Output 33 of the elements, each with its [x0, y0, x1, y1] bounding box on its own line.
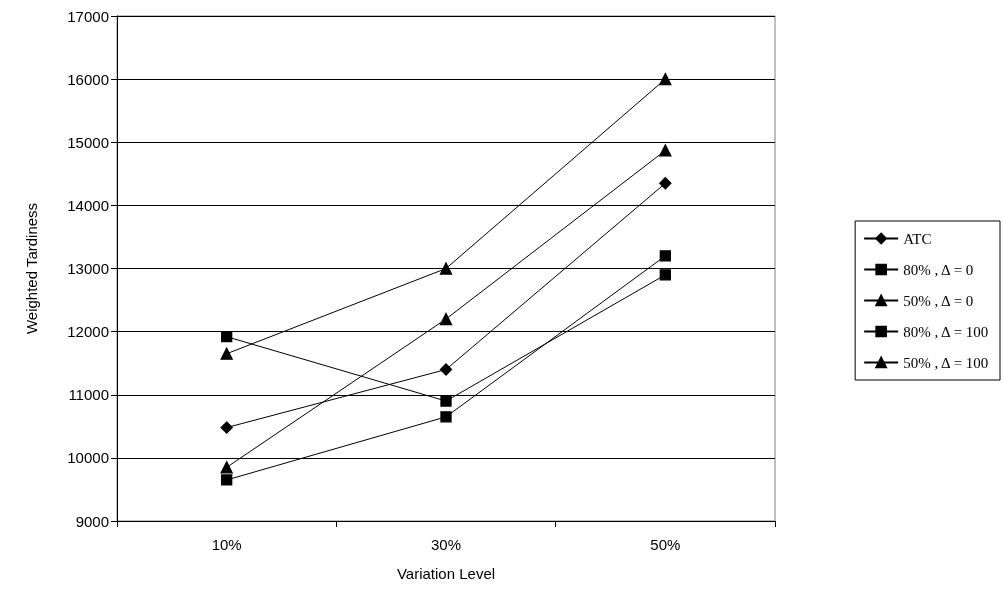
x-tick-label: 50%: [650, 536, 681, 553]
point: [439, 262, 453, 275]
x-axis-title: Variation Level: [396, 565, 496, 582]
y-tick-label: 9000: [75, 512, 109, 530]
y-tick-label: 13000: [67, 260, 109, 277]
point: [440, 395, 452, 407]
y-tick-label: 10000: [67, 449, 109, 467]
point: [220, 421, 233, 434]
y-tick-label: 17000: [67, 7, 109, 25]
y-tick-label: 14000: [67, 196, 109, 214]
point: [439, 312, 453, 326]
point: [659, 72, 672, 86]
x-tick-label: 30%: [430, 536, 462, 553]
point: [659, 250, 671, 262]
point: [659, 144, 672, 157]
legend-label: ATC: [903, 230, 932, 247]
x-tick-label: 10%: [211, 536, 242, 553]
legend-label: 50% , Δ = 100: [903, 354, 989, 371]
legend-label: 80% , Δ = 100: [903, 323, 989, 340]
legend-label: 80% , Δ = 0: [903, 261, 974, 278]
point: [220, 461, 233, 474]
point: [221, 474, 233, 486]
legend-label: 50% , Δ = 0: [903, 292, 974, 309]
point: [659, 177, 672, 190]
point: [659, 269, 671, 281]
y-tick-label: 15000: [67, 133, 109, 151]
y-tick-label: 16000: [67, 70, 109, 88]
point: [440, 411, 452, 423]
y-tick-label: 12000: [67, 323, 109, 341]
y-axis-title: Weighted Tardiness: [23, 202, 40, 335]
y-tick-label: 11000: [68, 386, 109, 404]
point: [220, 347, 233, 360]
point: [221, 331, 233, 343]
